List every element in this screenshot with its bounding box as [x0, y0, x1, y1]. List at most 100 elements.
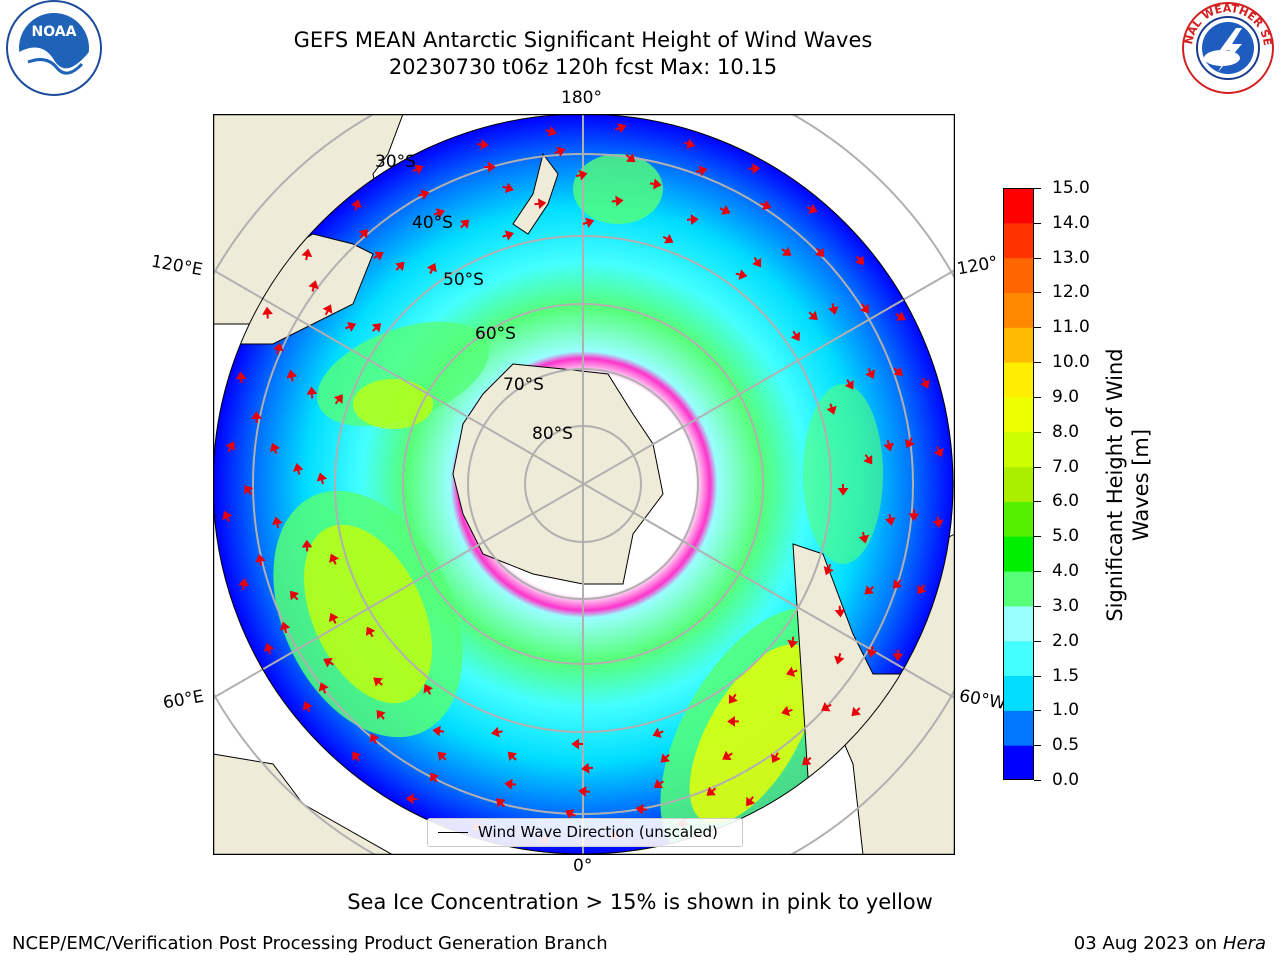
- wave-arrow-head: [844, 380, 854, 390]
- lon-label-60e: 60°E: [161, 686, 206, 714]
- footer-date: 03 Aug 2023 on Hera: [1074, 933, 1266, 954]
- colorbar-label: Significant Height of Wind Waves [m]: [1102, 325, 1154, 645]
- colorbar-label-line2: Waves [m]: [1129, 428, 1153, 542]
- wave-arrow-head: [333, 394, 343, 404]
- noaa-logo-text: NOAA: [32, 24, 77, 40]
- wave-arrow-head: [578, 169, 588, 181]
- colorbar-segment: [1003, 431, 1034, 468]
- wave-arrow-head: [808, 203, 818, 214]
- wave-arrow-head: [405, 793, 414, 805]
- wave-arrow-head: [255, 554, 266, 563]
- wave-arrow-head: [821, 702, 831, 712]
- wave-arrow-head: [892, 579, 903, 589]
- colorbar-tick-mark: [1034, 745, 1041, 747]
- wave-arrow-head: [660, 753, 670, 763]
- colorbar-segment: [1003, 327, 1034, 363]
- wave-arrow-head: [480, 139, 489, 150]
- legend-label: Wind Wave Direction (unscaled): [478, 823, 718, 841]
- wave-arrow-head: [581, 762, 590, 774]
- wave-arrow-head: [635, 803, 644, 815]
- wave-arrow-head: [430, 772, 440, 782]
- wave-arrow-head: [664, 234, 674, 244]
- wave-arrow-head: [329, 553, 340, 563]
- colorbar-segment: [1003, 257, 1034, 293]
- wave-arrow-head: [273, 342, 284, 352]
- wave-arrow-head: [504, 182, 514, 193]
- wave-arrow-head: [435, 208, 445, 219]
- wave-arrow-head: [782, 246, 792, 256]
- wave-arrow-head: [286, 369, 298, 379]
- wave-arrow-head: [262, 306, 274, 315]
- wave-arrow-head: [578, 786, 587, 797]
- legend-line-sample: [438, 832, 468, 833]
- colorbar-tick-mark: [1034, 188, 1041, 189]
- wave-arrow-head: [487, 161, 496, 173]
- map-frame: [213, 114, 955, 855]
- lon-label-180: 180°: [561, 88, 602, 108]
- wave-arrow-head: [932, 519, 944, 528]
- colorbar-tick-mark: [1034, 675, 1041, 677]
- colorbar-tick-label: 4.0: [1052, 561, 1080, 582]
- colorbar-tick-mark: [1034, 362, 1041, 364]
- wave-arrow-head: [854, 255, 865, 266]
- wave-arrow-head: [808, 310, 818, 321]
- colorbar-tick-label: 8.0: [1052, 421, 1080, 442]
- wave-arrow-head: [762, 199, 772, 210]
- lon-label-60w: 60°W: [957, 686, 1008, 714]
- colorbar-segment: [1003, 536, 1034, 572]
- wave-arrow-head: [302, 701, 313, 711]
- wave-arrow-head: [328, 612, 339, 623]
- colorbar-tick-mark: [1034, 292, 1041, 294]
- lon-label-120w: 120°: [955, 252, 1000, 280]
- colorbar-label-line1: Significant Height of Wind: [1103, 348, 1127, 622]
- colorbar-segment: [1003, 710, 1034, 746]
- colorbar-tick-mark: [1034, 536, 1041, 538]
- wave-arrow-head: [358, 228, 368, 239]
- wave-arrow-head: [865, 369, 876, 379]
- lon-label-120e: 120°E: [149, 251, 205, 281]
- colorbar-tick-label: 1.0: [1052, 700, 1080, 721]
- wave-arrow-head: [896, 311, 906, 321]
- wave-arrow-head: [727, 715, 736, 727]
- colorbar-segment: [1003, 292, 1034, 328]
- wave-arrow-head: [279, 621, 291, 631]
- wave-arrow-head: [790, 331, 801, 342]
- wave-arrow-head: [652, 727, 662, 738]
- lon-label-0: 0°: [573, 856, 593, 876]
- wave-arrow-head: [826, 405, 837, 415]
- wave-arrow-head: [301, 539, 313, 548]
- wave-arrow-head: [908, 513, 920, 522]
- wave-arrow-head: [698, 165, 708, 177]
- wave-arrow-head: [316, 472, 328, 482]
- wave-arrow-head: [301, 248, 313, 258]
- wave-arrow-head: [537, 198, 547, 210]
- colorbar-tick-label: 11.0: [1052, 317, 1090, 338]
- noaa-logo: NOAA: [6, 0, 102, 96]
- colorbar-segment: [1003, 501, 1034, 537]
- wave-arrow-head: [626, 153, 636, 163]
- wave-arrow-head: [369, 733, 380, 743]
- wave-arrow-head: [834, 655, 845, 665]
- wave-arrow-head: [491, 726, 500, 738]
- colorbar: [1003, 188, 1034, 780]
- colorbar-tick-label: 14.0: [1052, 212, 1090, 233]
- wind-wave-arrows: [222, 123, 944, 845]
- wave-arrow-head: [564, 809, 575, 820]
- wave-arrow-head: [752, 163, 761, 175]
- wave-arrow-head: [504, 230, 514, 241]
- wave-arrow-head: [507, 751, 517, 761]
- wave-arrow-head: [653, 178, 662, 190]
- map-legend: Wind Wave Direction (unscaled): [427, 818, 743, 847]
- colorbar-tick-label: 1.5: [1052, 665, 1080, 686]
- nws-logo: NATIONAL WEATHER SERVICE: [1178, 0, 1274, 94]
- wave-arrow-head: [851, 706, 861, 717]
- colorbar-segment: [1003, 362, 1034, 398]
- wave-arrow-head: [823, 566, 834, 576]
- wave-arrow-head: [306, 386, 318, 395]
- wave-arrow-head: [615, 195, 624, 207]
- wave-arrow-head: [365, 626, 376, 637]
- colorbar-tick-label: 5.0: [1052, 526, 1080, 547]
- colorbar-tick-mark: [1034, 780, 1041, 781]
- colorbar-tick-label: 15.0: [1052, 178, 1090, 198]
- wave-arrow-head: [289, 590, 299, 601]
